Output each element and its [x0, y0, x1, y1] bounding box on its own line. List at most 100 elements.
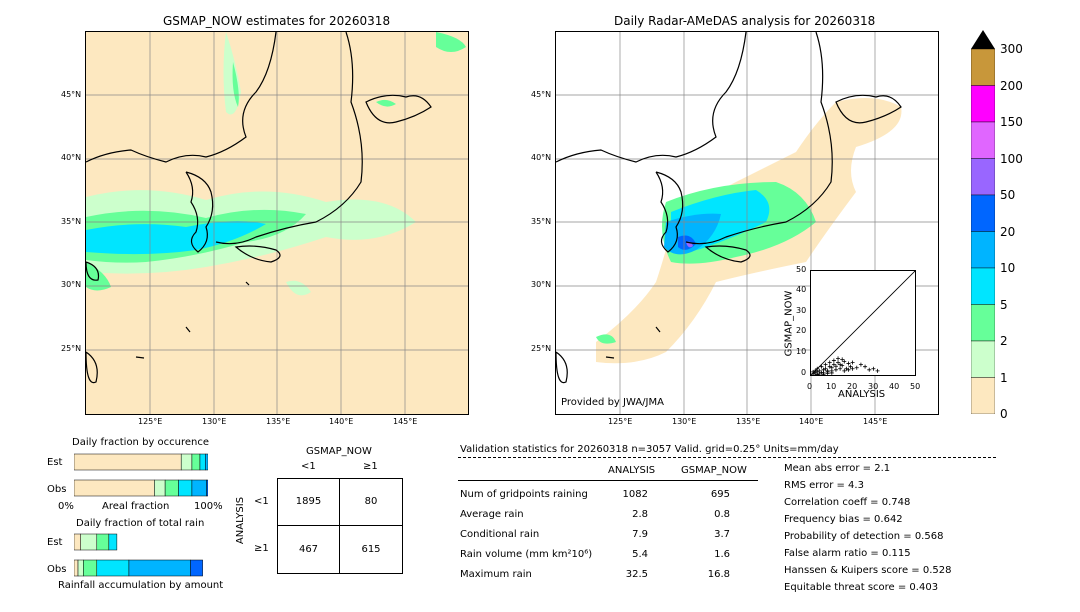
left-map-title: GSMAP_NOW estimates for 20260318 — [163, 14, 391, 28]
occurrence-axis-left: 0% — [58, 501, 74, 512]
scatter-point — [875, 368, 880, 373]
scatter-point — [836, 360, 841, 365]
scatter-point — [825, 371, 830, 375]
right-lon-125: 125°E — [608, 417, 633, 426]
scatter-ytick-50: 50 — [796, 265, 807, 274]
scatter-point — [858, 362, 863, 367]
scatter-point — [840, 357, 845, 362]
bar-segment-est — [191, 453, 201, 471]
contingency-c12: 80 — [364, 496, 378, 507]
scatter-point — [833, 364, 838, 369]
scatter-point — [846, 361, 851, 366]
score-3: Frequency bias = 0.642 — [784, 514, 903, 525]
colorbar-tick-label: 300 — [1000, 42, 1023, 56]
colorbar-tick-label: 0 — [1000, 407, 1008, 421]
right-lat-35: 35°N — [531, 217, 552, 226]
inset-scatter-canvas — [811, 271, 915, 375]
colorbar-tick-label: 5 — [1000, 297, 1008, 312]
bar-segment-est — [205, 453, 208, 471]
contingency-row-ge: ≥1 — [254, 543, 269, 554]
bar-segment-obs — [96, 559, 130, 577]
val-analysis-4: 32.5 — [625, 569, 648, 580]
scatter-point — [867, 367, 872, 372]
colorbar-segment — [970, 158, 996, 196]
scatter-point — [850, 360, 855, 365]
colorbar-tick-label: 20 — [1000, 224, 1016, 239]
scatter-point — [842, 359, 847, 364]
contingency-col-title: GSMAP_NOW — [306, 446, 372, 457]
rain-heavy-band — [86, 221, 266, 255]
bar-segment-obs — [206, 479, 208, 497]
colorbar-segment — [970, 85, 996, 123]
val-label-4: Maximum rain — [460, 569, 532, 580]
scatter-point — [821, 372, 826, 375]
right-lat-25: 25°N — [531, 344, 552, 353]
scatter-point — [833, 367, 838, 372]
colorbar-tick-label: 1 — [1000, 370, 1008, 385]
scatter-point — [840, 363, 845, 368]
left-map — [85, 31, 469, 415]
scatter-point — [863, 364, 868, 369]
scatter-point — [811, 369, 816, 374]
colorbar-tick-label: 50 — [1000, 188, 1016, 202]
occurrence-est-label: Est — [47, 457, 63, 468]
score-2: Correlation coeff = 0.748 — [784, 497, 911, 508]
colorbar-segment — [970, 194, 996, 232]
bar-segment-obs — [154, 479, 166, 497]
right-map-canvas — [556, 32, 938, 414]
colorbar-segment — [970, 121, 996, 159]
left-lat-35: 35°N — [61, 217, 82, 226]
score-6: Hanssen & Kuipers score = 0.528 — [784, 565, 952, 576]
scatter-point — [823, 366, 828, 371]
validation-col-gsmap: GSMAP_NOW — [681, 465, 747, 476]
validation-col-analysis: ANALYSIS — [608, 465, 656, 476]
scatter-xtick-30: 30 — [868, 382, 879, 391]
bar-segment-est — [180, 453, 193, 471]
val-gsmap-1: 0.8 — [714, 509, 730, 520]
scatter-point — [836, 356, 841, 361]
val-gsmap-3: 1.6 — [714, 549, 730, 560]
right-map: Provided by JWA/JMA — [555, 31, 939, 415]
occurrence-axis-right: 100% — [194, 501, 223, 512]
val-label-0: Num of gridpoints raining — [460, 489, 588, 500]
contingency-row-title: ANALYSIS — [235, 496, 247, 545]
bar-segment-obs — [74, 479, 155, 497]
scatter-point — [815, 366, 820, 371]
left-lon-145: 145°E — [393, 417, 418, 426]
colorbar-segment — [970, 231, 996, 269]
totalrain-obs-label: Obs — [47, 564, 67, 575]
bar-segment-est — [108, 533, 118, 551]
left-lon-135: 135°E — [266, 417, 291, 426]
colorbar-segment — [970, 267, 996, 305]
contingency-c21: 467 — [298, 544, 319, 555]
occurrence-obs-label: Obs — [47, 484, 67, 495]
score-1: RMS error = 4.3 — [784, 480, 864, 491]
left-lon-130: 130°E — [202, 417, 227, 426]
scatter-ytick-0: 0 — [801, 368, 807, 377]
scatter-point — [844, 366, 849, 371]
scatter-ylabel: GSMAP_NOW — [783, 290, 795, 357]
scatter-point — [815, 372, 820, 375]
scatter-point — [854, 365, 859, 370]
bar-segment-obs — [191, 479, 207, 497]
coastlines-right — [556, 32, 902, 384]
val-analysis-0: 1082 — [622, 489, 648, 500]
validation-header: Validation statistics for 20260318 n=305… — [460, 444, 839, 455]
left-lat-45: 45°N — [61, 90, 82, 99]
scatter-point — [831, 358, 836, 363]
scatter-point — [823, 362, 828, 367]
colorbar-tick-label: 2 — [1000, 334, 1008, 348]
val-gsmap-2: 3.7 — [714, 529, 730, 540]
credit-label: Provided by JWA/JMA — [561, 397, 664, 408]
left-lon-140: 140°E — [329, 417, 354, 426]
bar-segment-obs — [190, 559, 203, 577]
bar-segment-obs — [74, 559, 79, 577]
val-label-1: Average rain — [460, 509, 524, 520]
inset-scatter — [810, 270, 916, 376]
val-label-3: Rain volume (mm km²10⁶) — [460, 549, 593, 560]
left-lat-30: 30°N — [61, 280, 82, 289]
colorbar-canvas — [970, 30, 996, 415]
left-lat-40: 40°N — [61, 153, 82, 162]
scatter-xtick-10: 10 — [826, 382, 837, 391]
val-gsmap-0: 695 — [710, 489, 730, 500]
